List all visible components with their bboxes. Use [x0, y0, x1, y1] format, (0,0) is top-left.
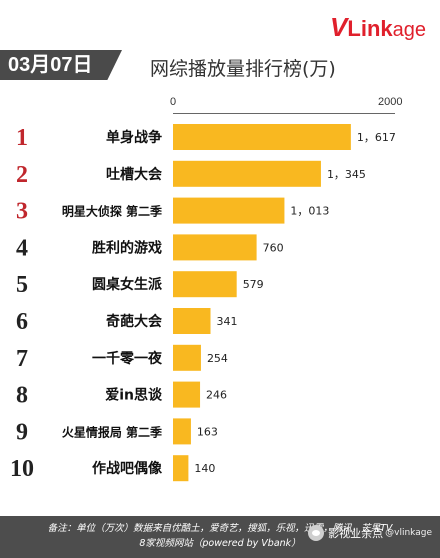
- rank-number: 10: [10, 456, 34, 482]
- category-label: 吐槽大会: [106, 166, 163, 183]
- logo-link: Link: [347, 16, 393, 41]
- bar: [173, 455, 189, 482]
- bar: [173, 381, 201, 408]
- rank-number: 5: [16, 272, 28, 298]
- watermark-handle: @vlinkage: [385, 528, 432, 538]
- category-label: 一千零一夜: [92, 350, 163, 367]
- date-label: 03月07日: [0, 50, 122, 80]
- value-label: 579: [243, 278, 264, 291]
- bar-chart: 1 单身战争 1，617 2 吐槽大会 1，345 3 明星大侦探 第二季 1，013 4 胜利的游…: [10, 124, 396, 482]
- watermark-text: 影视业余点: [328, 527, 384, 540]
- logo-age: age: [392, 19, 426, 41]
- footer-line-2: 8家视频网站（powered by Vbank）: [139, 538, 301, 549]
- category-label: 火星情报局 第二季: [62, 424, 163, 439]
- category-label: 奇葩大会: [106, 313, 163, 330]
- category-label: 作战吧偶像: [92, 460, 163, 477]
- rank-number: 4: [16, 235, 28, 261]
- bar: [173, 308, 211, 334]
- value-label: 1，345: [327, 168, 366, 181]
- wechat-icon: [308, 525, 325, 541]
- bar: [173, 418, 191, 445]
- bar: [173, 197, 285, 224]
- bar: [173, 160, 321, 187]
- category-label: 单身战争: [106, 129, 162, 146]
- watermark: 影视业余点 @vlinkage: [308, 525, 432, 541]
- footer-note: 备注：单位（万次）数据来自优酷土，爱奇艺，搜狐，乐视，迅雷，腾讯，芒果TV 8家…: [0, 516, 440, 558]
- chart-title: 网综播放量排行榜(万): [150, 58, 336, 80]
- x-tick-0: 0: [170, 96, 177, 108]
- bar: [173, 344, 201, 371]
- rank-number: 9: [16, 419, 28, 445]
- rank-number: 1: [16, 125, 28, 151]
- rank-number: 7: [16, 346, 28, 372]
- value-label: 1，013: [290, 205, 329, 218]
- rank-number: 3: [16, 199, 28, 225]
- value-label: 246: [206, 389, 227, 402]
- value-label: 760: [263, 241, 284, 254]
- bar: [173, 234, 257, 261]
- logo-v: V: [330, 12, 348, 42]
- rank-number: 2: [16, 162, 28, 188]
- category-label: 胜利的游戏: [92, 239, 162, 256]
- value-label: 341: [217, 315, 238, 328]
- value-label: 1，617: [357, 131, 396, 144]
- vlinkage-logo: V Link age: [330, 12, 426, 42]
- category-label: 爱in思谈: [105, 387, 163, 404]
- value-label: 254: [207, 352, 228, 365]
- category-label: 圆桌女生派: [92, 276, 163, 293]
- rank-number: 6: [16, 309, 28, 335]
- footer-line-1: 备注：单位（万次）数据来自优酷土，爱奇艺，搜狐，乐视，迅雷，腾讯，芒果TV: [47, 523, 393, 534]
- x-axis-line: [173, 113, 395, 114]
- value-label: 163: [197, 425, 218, 438]
- bar: [173, 271, 237, 298]
- rank-number: 8: [16, 383, 28, 409]
- x-tick-2000: 2000: [378, 96, 403, 108]
- category-label: 明星大侦探 第二季: [62, 204, 163, 219]
- value-label: 140: [194, 462, 215, 475]
- bar: [173, 124, 351, 150]
